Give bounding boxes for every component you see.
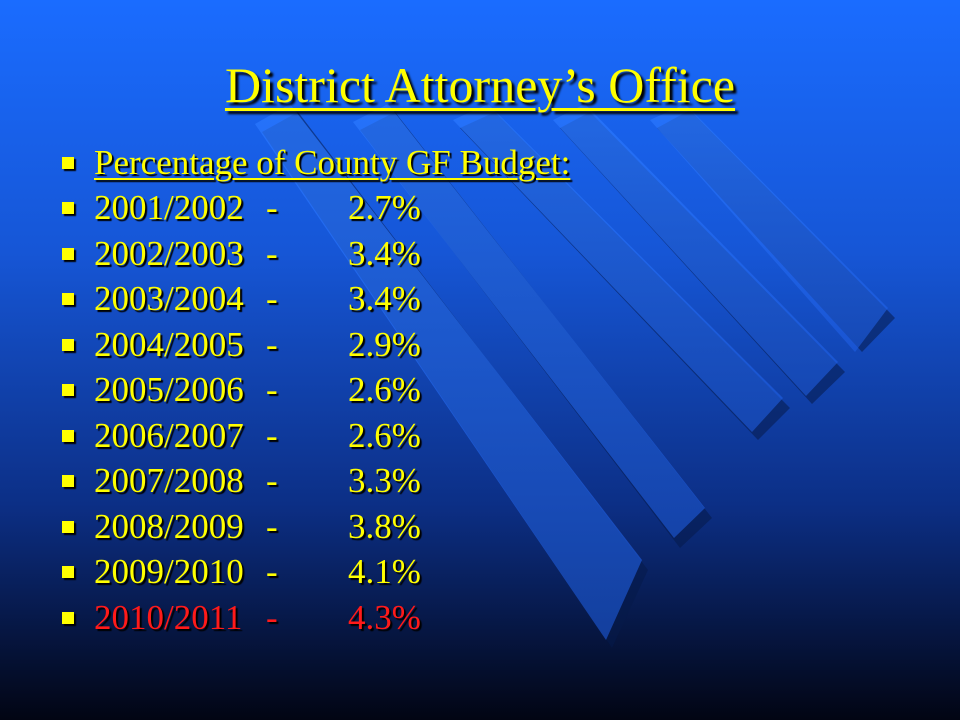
list-heading-item: Percentage of County GF Budget: <box>62 140 570 186</box>
fiscal-year: 2001/2002 <box>94 188 244 228</box>
percentage-value: 3.4% <box>348 279 421 319</box>
list-item: 2001/2002 - 2.7% <box>62 186 570 232</box>
square-bullet-icon <box>62 247 74 260</box>
separator: - <box>266 415 278 455</box>
percentage-value: 3.3% <box>348 461 421 501</box>
fiscal-year: 2003/2004 <box>94 279 244 319</box>
fiscal-year: 2006/2007 <box>94 415 244 455</box>
separator: - <box>266 597 278 637</box>
fiscal-year: 2008/2009 <box>94 506 244 546</box>
separator: - <box>266 324 278 364</box>
separator: - <box>266 233 278 273</box>
percentage-value: 4.1% <box>348 552 421 592</box>
percentage-value: 2.7% <box>348 188 421 228</box>
square-bullet-icon <box>62 566 74 579</box>
square-bullet-icon <box>62 384 74 397</box>
square-bullet-icon <box>62 475 74 488</box>
fiscal-year: 2004/2005 <box>94 324 244 364</box>
list-item: 2007/2008 - 3.3% <box>62 459 570 505</box>
list-item: 2003/2004 - 3.4% <box>62 277 570 323</box>
separator: - <box>266 279 278 319</box>
square-bullet-icon <box>62 156 74 169</box>
separator: - <box>266 552 278 592</box>
list-item: 2008/2009 - 3.8% <box>62 504 570 550</box>
fiscal-year: 2007/2008 <box>94 461 244 501</box>
list-item: 2006/2007 - 2.6% <box>62 413 570 459</box>
square-bullet-icon <box>62 429 74 442</box>
list-item: 2005/2006 - 2.6% <box>62 368 570 414</box>
square-bullet-icon <box>62 293 74 306</box>
fiscal-year: 2009/2010 <box>94 552 244 592</box>
separator: - <box>266 506 278 546</box>
separator: - <box>266 370 278 410</box>
percentage-value: 2.6% <box>348 370 421 410</box>
list-item-highlighted: 2010/2011 - 4.3% <box>62 595 570 641</box>
list-heading: Percentage of County GF Budget: <box>94 142 571 182</box>
square-bullet-icon <box>62 611 74 624</box>
square-bullet-icon <box>62 520 74 533</box>
percentage-value: 3.4% <box>348 233 421 273</box>
separator: - <box>266 461 278 501</box>
square-bullet-icon <box>62 202 74 215</box>
list-item: 2009/2010 - 4.1% <box>62 550 570 596</box>
budget-percentage-list: Percentage of County GF Budget: 2001/200… <box>62 140 570 641</box>
list-item: 2004/2005 - 2.9% <box>62 322 570 368</box>
fiscal-year: 2010/2011 <box>94 597 243 637</box>
fiscal-year: 2002/2003 <box>94 233 244 273</box>
percentage-value: 2.9% <box>348 324 421 364</box>
percentage-value: 4.3% <box>348 597 421 637</box>
list-item: 2002/2003 - 3.4% <box>62 231 570 277</box>
page-title: District Attorney’s Office <box>224 57 736 113</box>
square-bullet-icon <box>62 338 74 351</box>
percentage-value: 2.6% <box>348 415 421 455</box>
percentage-value: 3.8% <box>348 506 421 546</box>
fiscal-year: 2005/2006 <box>94 370 244 410</box>
separator: - <box>266 188 278 228</box>
